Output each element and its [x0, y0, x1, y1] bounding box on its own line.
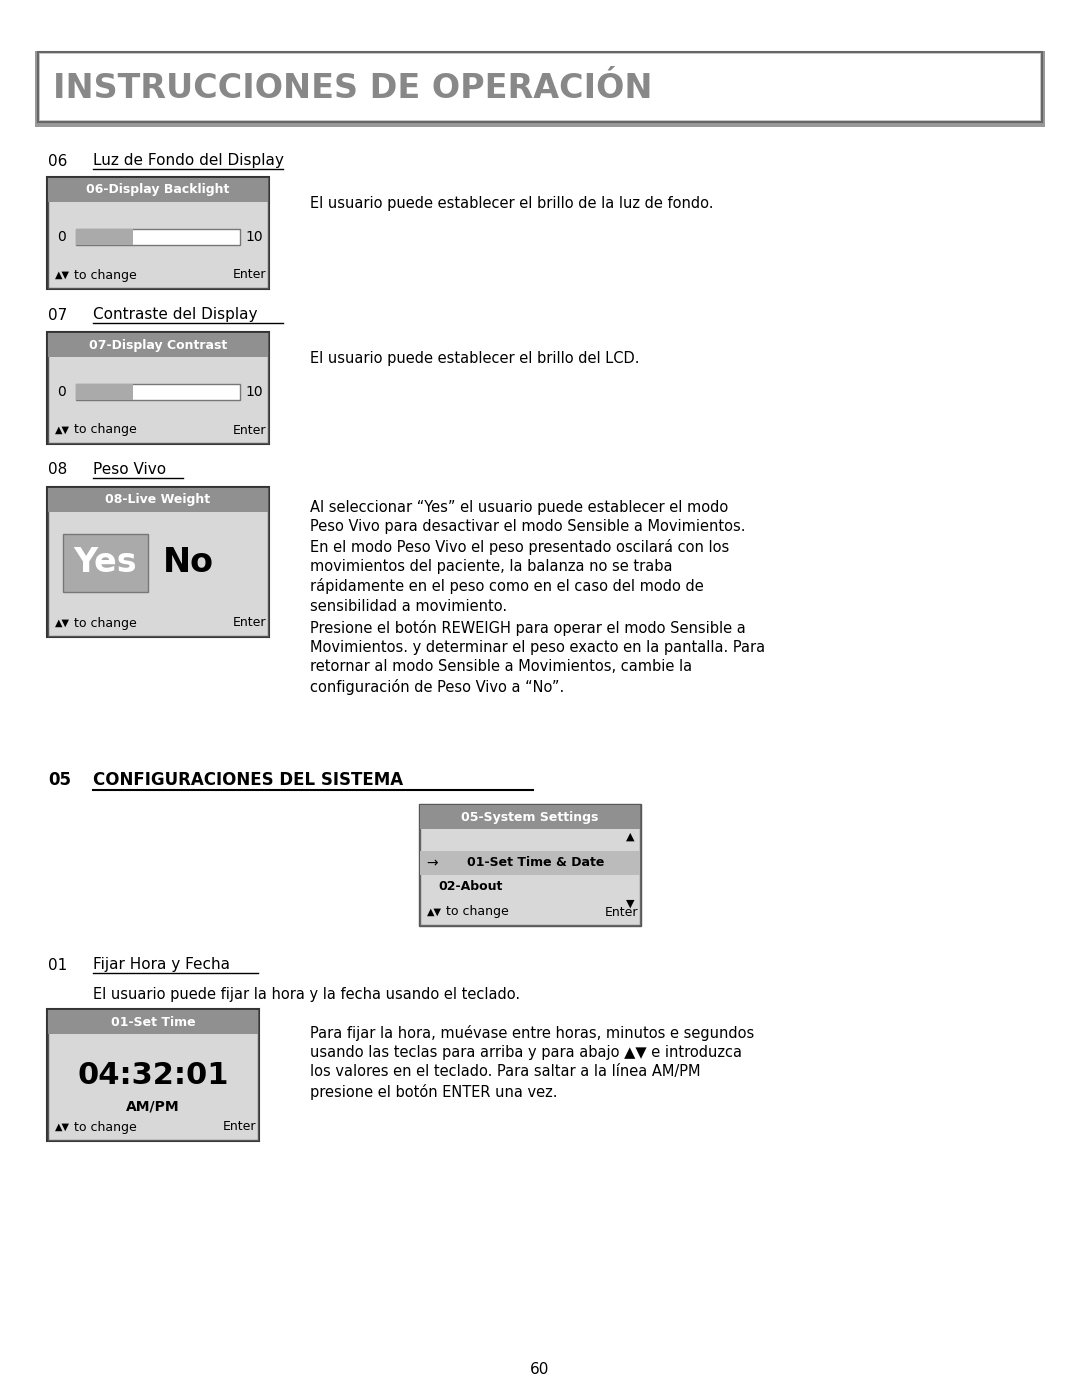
Text: El usuario puede establecer el brillo del LCD.: El usuario puede establecer el brillo de…: [310, 351, 639, 366]
Text: to change: to change: [75, 616, 137, 630]
Bar: [35, 52, 1045, 127]
Text: 60: 60: [530, 1362, 550, 1377]
Text: Para fijar la hora, muévase entre horas, minutos e segundos
usando las teclas pa: Para fijar la hora, muévase entre horas,…: [310, 1025, 754, 1099]
Text: Yes: Yes: [73, 546, 137, 580]
Text: →: →: [427, 856, 437, 870]
Text: INSTRUCCIONES DE OPERACIÓN: INSTRUCCIONES DE OPERACIÓN: [53, 73, 652, 106]
Text: 01: 01: [48, 957, 67, 972]
Text: Luz de Fondo del Display: Luz de Fondo del Display: [93, 154, 284, 169]
Bar: [48, 1010, 258, 1034]
Text: No: No: [162, 546, 214, 580]
Text: 02-About: 02-About: [438, 880, 502, 893]
Text: ▼: ▼: [625, 900, 634, 909]
Text: CONFIGURACIONES DEL SISTEMA: CONFIGURACIONES DEL SISTEMA: [93, 771, 403, 789]
Text: ▲▼: ▲▼: [54, 425, 69, 434]
Text: 10: 10: [245, 231, 262, 244]
Text: 06: 06: [48, 154, 67, 169]
Bar: [48, 332, 268, 443]
Bar: [420, 805, 640, 925]
Bar: [63, 534, 148, 592]
Text: Fijar Hora y Fecha: Fijar Hora y Fecha: [93, 957, 230, 972]
Bar: [48, 1010, 258, 1140]
Bar: [76, 229, 134, 244]
Text: to change: to change: [446, 905, 509, 918]
Text: to change: to change: [75, 423, 137, 436]
Bar: [48, 177, 269, 289]
Bar: [48, 1009, 259, 1141]
Text: AM/PM: AM/PM: [126, 1099, 179, 1113]
Bar: [48, 177, 268, 288]
Bar: [420, 805, 640, 828]
Text: 05: 05: [48, 771, 71, 789]
Text: 08: 08: [48, 462, 67, 478]
Text: Contraste del Display: Contraste del Display: [93, 307, 257, 323]
Text: El usuario puede establecer el brillo de la luz de fondo.: El usuario puede establecer el brillo de…: [310, 196, 714, 211]
Bar: [48, 488, 268, 511]
Text: ▲▼: ▲▼: [427, 907, 442, 916]
Bar: [76, 384, 134, 400]
Text: Al seleccionar “Yes” el usuario puede establecer el modo
Peso Vivo para desactiv: Al seleccionar “Yes” el usuario puede es…: [310, 500, 745, 613]
Text: Enter: Enter: [233, 268, 267, 282]
Bar: [76, 384, 240, 400]
Text: Enter: Enter: [605, 905, 638, 918]
Text: 06-Display Backlight: 06-Display Backlight: [86, 183, 230, 197]
Text: to change: to change: [75, 268, 137, 282]
Bar: [419, 805, 642, 926]
Text: ▲▼: ▲▼: [54, 617, 69, 629]
Text: 10: 10: [245, 386, 262, 400]
Bar: [40, 54, 1040, 120]
Text: 05-System Settings: 05-System Settings: [461, 810, 598, 823]
Bar: [48, 488, 269, 637]
Text: El usuario puede fijar la hora y la fecha usando el teclado.: El usuario puede fijar la hora y la fech…: [93, 988, 521, 1002]
Text: 07: 07: [48, 307, 67, 323]
Text: ▲▼: ▲▼: [54, 1122, 69, 1132]
Bar: [76, 229, 240, 244]
Text: to change: to change: [75, 1120, 137, 1133]
Text: 01-Set Time: 01-Set Time: [110, 1016, 195, 1028]
Text: Enter: Enter: [224, 1120, 257, 1133]
Text: 07-Display Contrast: 07-Display Contrast: [89, 338, 227, 352]
Text: ▲: ▲: [625, 833, 634, 842]
Text: ▲▼: ▲▼: [54, 270, 69, 279]
Text: 08-Live Weight: 08-Live Weight: [106, 493, 211, 507]
Text: 01-Set Time & Date: 01-Set Time & Date: [468, 856, 605, 869]
Bar: [420, 851, 640, 875]
Text: 04:32:01: 04:32:01: [78, 1062, 229, 1091]
Text: Enter: Enter: [233, 616, 267, 630]
Text: Peso Vivo: Peso Vivo: [93, 462, 166, 478]
Bar: [48, 332, 269, 444]
Text: Enter: Enter: [233, 423, 267, 436]
Bar: [48, 488, 268, 636]
Bar: [38, 52, 1042, 122]
Text: 0: 0: [57, 231, 66, 244]
Bar: [48, 332, 268, 358]
Bar: [48, 177, 268, 203]
Text: 0: 0: [57, 386, 66, 400]
Text: Presione el botón REWEIGH para operar el modo Sensible a
Movimientos. y determin: Presione el botón REWEIGH para operar el…: [310, 620, 765, 694]
